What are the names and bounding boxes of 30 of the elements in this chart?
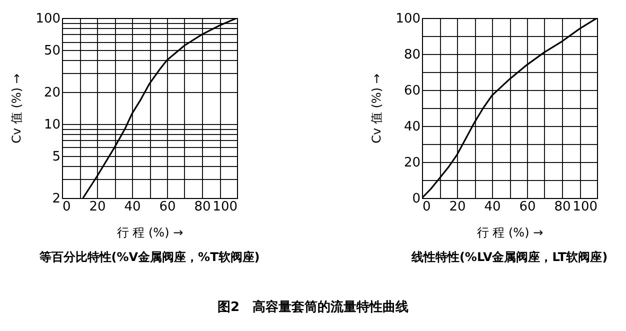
text: 等百分比特性(%V金属阀座，%T软阀座)	[38, 250, 260, 264]
y-tick-label: 5	[52, 149, 60, 164]
y-tick-label: 80	[404, 48, 420, 62]
x-tick-label: 80	[554, 200, 571, 214]
x-tick-label: 20	[449, 200, 466, 214]
x-tick-label: 100	[572, 200, 598, 214]
x-tick-label: 60	[519, 200, 536, 214]
y-axis-title: Cv 值 (%) →	[10, 74, 24, 144]
y-tick-label: 100	[396, 12, 420, 26]
x-tick-label: 40	[484, 200, 501, 214]
y-tick-label: 20	[44, 86, 60, 101]
y-tick-label: 50	[44, 43, 60, 58]
x-tick-label: 40	[124, 200, 141, 214]
x-tick-label: 60	[159, 200, 176, 214]
y-axis-title: Cv 值 (%) →	[370, 74, 384, 144]
x-tick-label: 0	[422, 200, 431, 214]
y-tick-label: 20	[404, 156, 420, 170]
y-tick-label: 40	[404, 120, 420, 134]
y-tick-label: 10	[44, 117, 60, 132]
text: 线性特性(%LV金属阀座，LT软阀座)	[410, 250, 608, 264]
x-tick-label: 100	[212, 200, 238, 214]
x-tick-label: 80	[194, 200, 211, 214]
x-axis-title: 行 程 (%) →	[476, 226, 544, 240]
x-tick-label: 0	[62, 200, 71, 214]
y-tick-label: 100	[36, 12, 60, 26]
x-tick-label: 20	[89, 200, 106, 214]
y-tick-label: 60	[404, 84, 420, 98]
caption: 图2 高容量套筒的流量特性曲线	[216, 298, 410, 316]
y-tick-label: 2	[52, 192, 60, 206]
x-axis-title: 行 程 (%) →	[116, 226, 184, 240]
